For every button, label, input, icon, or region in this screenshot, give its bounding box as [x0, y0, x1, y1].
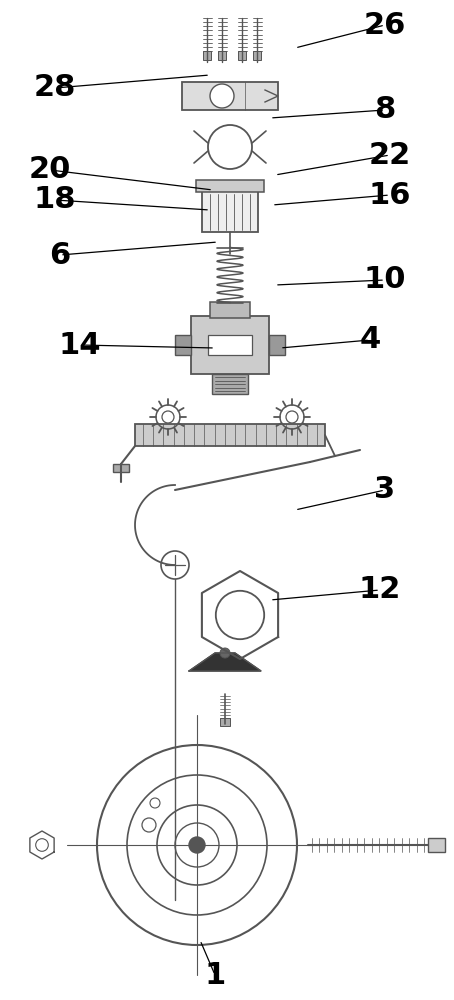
- FancyBboxPatch shape: [203, 51, 211, 60]
- Text: 26: 26: [364, 10, 406, 39]
- FancyBboxPatch shape: [218, 51, 226, 60]
- Text: 28: 28: [34, 74, 76, 103]
- FancyBboxPatch shape: [220, 718, 230, 726]
- FancyBboxPatch shape: [428, 838, 445, 852]
- Text: 8: 8: [375, 96, 395, 124]
- Text: 12: 12: [359, 576, 401, 604]
- Circle shape: [189, 837, 205, 853]
- FancyBboxPatch shape: [191, 316, 269, 374]
- FancyBboxPatch shape: [175, 335, 191, 355]
- Text: 3: 3: [375, 476, 395, 504]
- Polygon shape: [189, 653, 261, 671]
- Text: 10: 10: [364, 265, 406, 294]
- Text: 14: 14: [59, 330, 101, 360]
- Text: 22: 22: [369, 140, 411, 169]
- FancyBboxPatch shape: [210, 302, 250, 318]
- FancyBboxPatch shape: [182, 82, 278, 110]
- Text: 4: 4: [360, 326, 380, 355]
- Text: 20: 20: [29, 155, 71, 184]
- FancyBboxPatch shape: [238, 51, 246, 60]
- FancyBboxPatch shape: [212, 374, 248, 394]
- FancyBboxPatch shape: [196, 180, 264, 192]
- Circle shape: [220, 648, 230, 658]
- Text: 6: 6: [49, 240, 71, 269]
- Text: 18: 18: [34, 186, 76, 215]
- FancyBboxPatch shape: [253, 51, 261, 60]
- Text: 16: 16: [369, 180, 411, 210]
- FancyBboxPatch shape: [202, 184, 258, 232]
- FancyBboxPatch shape: [208, 335, 252, 355]
- FancyBboxPatch shape: [269, 335, 285, 355]
- FancyBboxPatch shape: [113, 464, 129, 472]
- Circle shape: [210, 84, 234, 108]
- FancyBboxPatch shape: [135, 424, 325, 446]
- Text: 1: 1: [204, 960, 226, 990]
